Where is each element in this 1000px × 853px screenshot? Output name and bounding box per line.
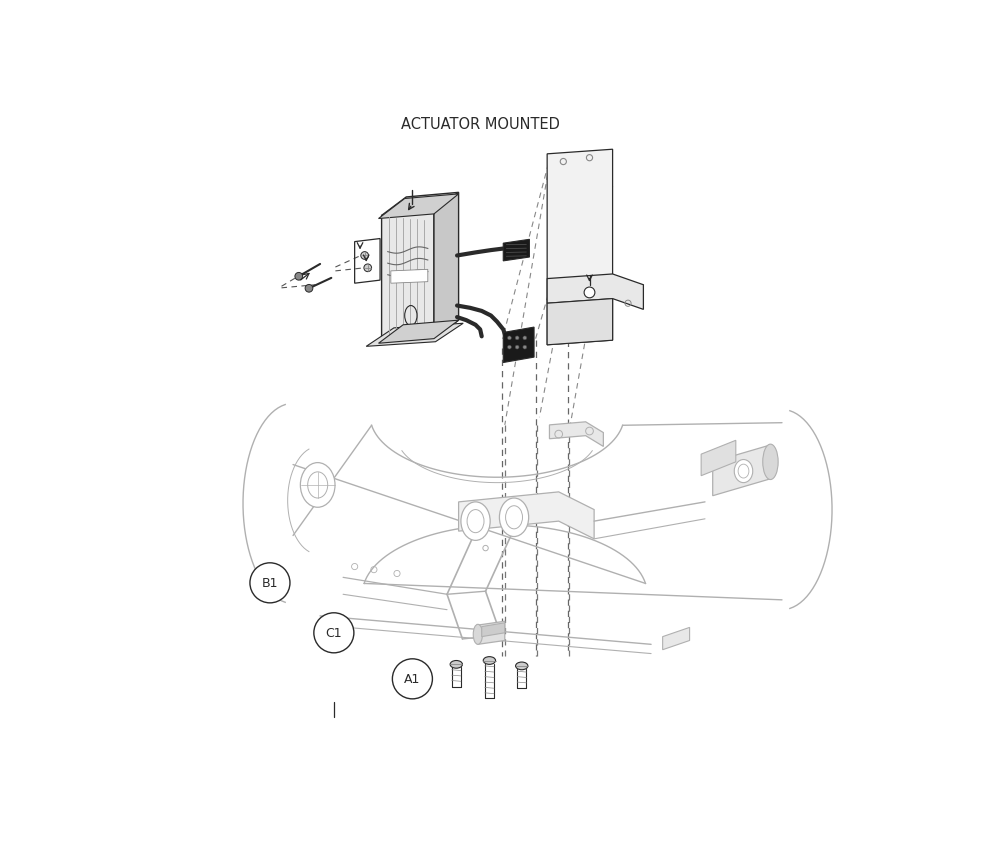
- Polygon shape: [663, 628, 690, 650]
- Ellipse shape: [473, 624, 482, 645]
- Circle shape: [364, 264, 372, 272]
- Circle shape: [361, 252, 369, 260]
- Text: A1: A1: [404, 672, 421, 686]
- Circle shape: [523, 345, 527, 350]
- Polygon shape: [382, 193, 459, 216]
- Polygon shape: [482, 623, 505, 637]
- Ellipse shape: [450, 661, 462, 669]
- Polygon shape: [379, 194, 459, 219]
- Polygon shape: [547, 299, 613, 345]
- Ellipse shape: [506, 506, 523, 529]
- Polygon shape: [503, 328, 534, 363]
- Ellipse shape: [308, 473, 328, 498]
- Circle shape: [515, 337, 519, 340]
- Ellipse shape: [738, 465, 749, 479]
- Circle shape: [507, 337, 511, 340]
- Ellipse shape: [734, 460, 753, 483]
- Polygon shape: [503, 240, 529, 262]
- Ellipse shape: [763, 444, 778, 480]
- Polygon shape: [459, 492, 594, 539]
- Text: ACTUATOR MOUNTED: ACTUATOR MOUNTED: [401, 116, 560, 131]
- Circle shape: [392, 659, 432, 699]
- Circle shape: [250, 563, 290, 603]
- Polygon shape: [701, 441, 736, 476]
- Circle shape: [584, 287, 595, 299]
- Text: B1: B1: [262, 577, 278, 589]
- Ellipse shape: [300, 463, 335, 508]
- Ellipse shape: [467, 510, 484, 533]
- Polygon shape: [379, 321, 459, 344]
- Polygon shape: [382, 212, 434, 344]
- Circle shape: [314, 613, 354, 653]
- Text: C1: C1: [326, 627, 342, 640]
- Polygon shape: [547, 150, 613, 345]
- Circle shape: [507, 345, 511, 350]
- Circle shape: [523, 337, 527, 340]
- Circle shape: [295, 273, 303, 281]
- Ellipse shape: [499, 498, 529, 537]
- Ellipse shape: [483, 657, 496, 664]
- Circle shape: [515, 345, 519, 350]
- Ellipse shape: [516, 662, 528, 670]
- Circle shape: [305, 285, 313, 293]
- Polygon shape: [391, 270, 428, 284]
- Polygon shape: [713, 445, 770, 496]
- Polygon shape: [366, 324, 463, 347]
- Polygon shape: [549, 422, 603, 447]
- Polygon shape: [547, 275, 643, 310]
- Polygon shape: [478, 622, 505, 645]
- Ellipse shape: [461, 502, 490, 541]
- Polygon shape: [434, 193, 459, 339]
